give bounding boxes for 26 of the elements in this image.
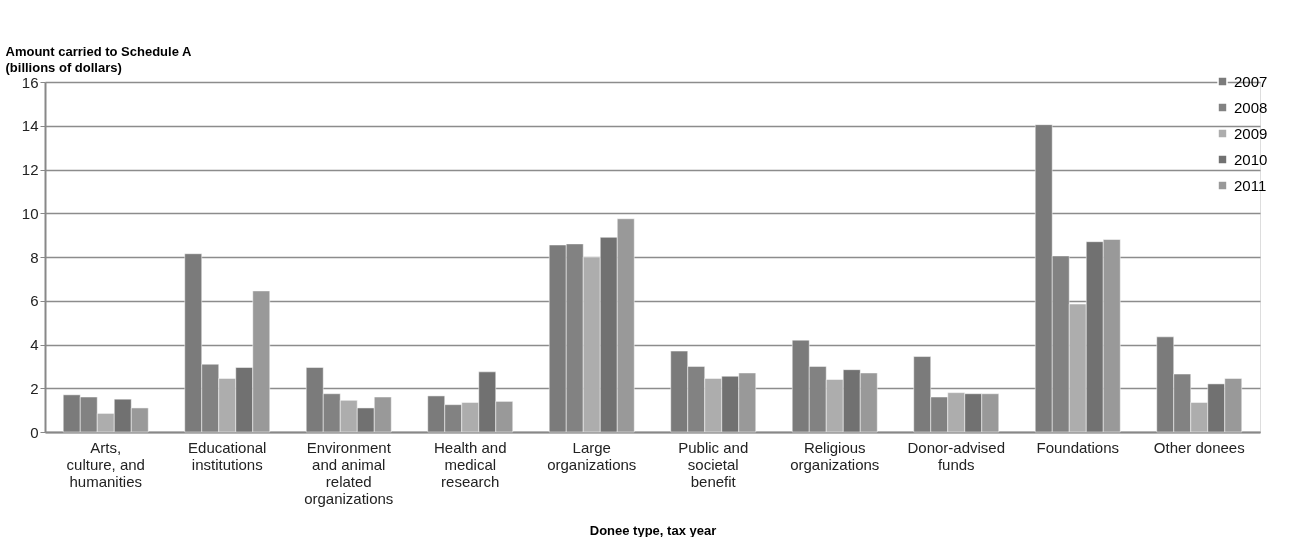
x-tick-label: Arts, culture, and humanities bbox=[66, 438, 145, 490]
y-tick-label: 10 bbox=[21, 204, 39, 222]
y-tick-label: 14 bbox=[21, 117, 39, 135]
y-tick-label: 2 bbox=[30, 379, 39, 397]
y-tick-label: 16 bbox=[21, 73, 39, 91]
y-tick-label: 4 bbox=[30, 336, 39, 353]
x-tick-label: Health and medical research bbox=[433, 438, 507, 490]
y-axis-title: Amount carried to Schedule A (billions of dollars) bbox=[5, 43, 192, 75]
y-tick-label: 0 bbox=[30, 423, 39, 441]
legend-label: 2007 bbox=[1234, 72, 1268, 90]
x-tick-label: Public and societal benefit bbox=[678, 438, 749, 490]
x-tick-label: Religious organizations bbox=[790, 438, 880, 473]
x-tick-label: Large organizations bbox=[547, 438, 637, 473]
y-tick-label: 6 bbox=[30, 292, 39, 310]
x-tick-label: Other donees bbox=[1153, 438, 1245, 456]
x-tick-label: Donor-advised funds bbox=[907, 438, 1006, 473]
x-tick-label: Foundations bbox=[1036, 438, 1120, 456]
y-tick-label: 8 bbox=[30, 248, 39, 266]
x-tick-label: Educational institutions bbox=[188, 438, 267, 473]
legend-label: 2008 bbox=[1234, 98, 1268, 116]
x-axis-title: Donee type, tax year bbox=[589, 522, 717, 538]
y-tick-label: 12 bbox=[21, 161, 39, 178]
legend-label: 2011 bbox=[1234, 176, 1267, 194]
legend-label: 2009 bbox=[1234, 124, 1268, 142]
legend-label: 2010 bbox=[1234, 150, 1268, 168]
x-tick-label: Environment and animal related organizations bbox=[304, 438, 394, 507]
